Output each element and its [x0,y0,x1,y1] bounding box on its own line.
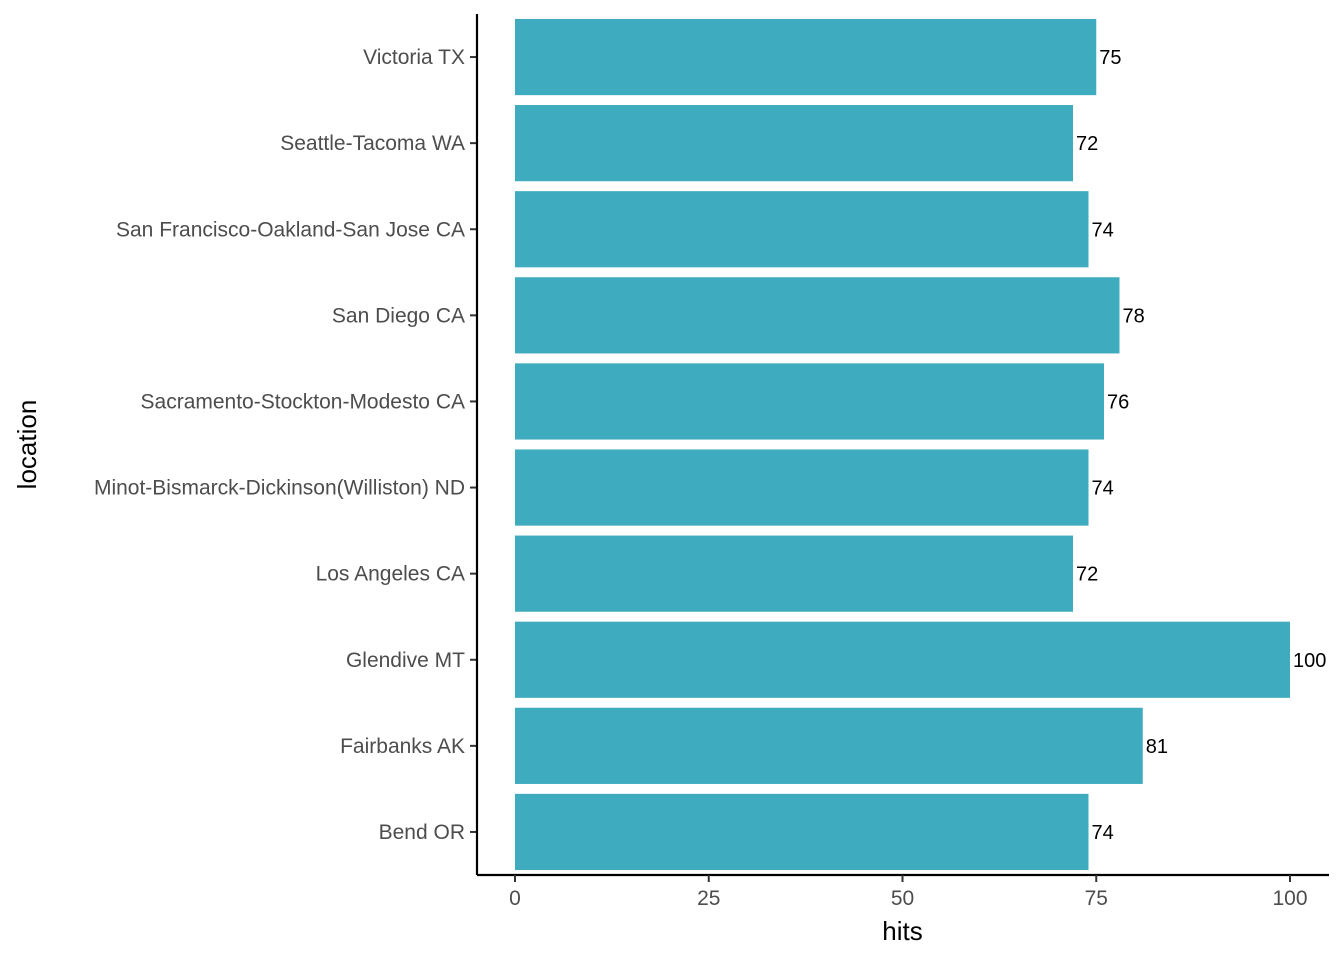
y-tick-label: Minot-Bismarck-Dickinson(Williston) ND [94,477,465,500]
y-tick-label: San Francisco-Oakland-San Jose CA [116,218,465,241]
bar [515,793,1089,871]
bar-value-label: 74 [1092,478,1114,500]
bar [515,277,1120,354]
y-tick-label: Sacramento-Stockton-Modesto CA [141,390,465,413]
bar [515,363,1104,440]
y-axis-title: location [12,400,42,490]
y-tick-label: San Diego CA [332,304,465,327]
bar-value-label: 76 [1107,391,1129,413]
bar [515,18,1097,96]
x-tick-label: 0 [509,887,521,910]
bar-value-label: 100 [1293,650,1326,672]
bar-value-label: 72 [1076,133,1098,155]
data-labels-layer: 75 72 74 78 76 74 72 100 81 74 [1076,47,1326,844]
y-tick-label: Seattle-Tacoma WA [280,132,465,155]
y-tick-label: Victoria TX [363,46,465,69]
bar [515,535,1073,612]
x-tick-label: 75 [1085,887,1108,910]
y-tick-label: Fairbanks AK [340,735,465,758]
x-tick-label: 25 [697,887,720,910]
bar [515,105,1073,182]
y-tick-label: Bend OR [379,821,465,844]
bar-value-label: 75 [1099,47,1121,69]
bar-value-label: 72 [1076,564,1098,586]
bar-value-label: 74 [1092,822,1114,844]
x-axis: 0 25 50 75 100 [477,873,1329,910]
bar-value-label: 74 [1092,219,1114,241]
y-axis: Victoria TX Seattle-Tacoma WA San Francisc… [94,14,479,875]
bar [515,707,1143,784]
x-tick-label: 100 [1272,887,1307,910]
y-tick-label: Los Angeles CA [316,563,465,586]
bar [515,191,1089,268]
bar [515,621,1290,698]
bars-layer [515,18,1290,871]
bar-value-label: 78 [1123,305,1145,327]
bar-value-label: 81 [1146,736,1168,758]
x-axis-title: hits [882,916,922,946]
x-tick-label: 50 [891,887,914,910]
y-tick-label: Glendive MT [346,649,465,672]
bar [515,449,1089,526]
